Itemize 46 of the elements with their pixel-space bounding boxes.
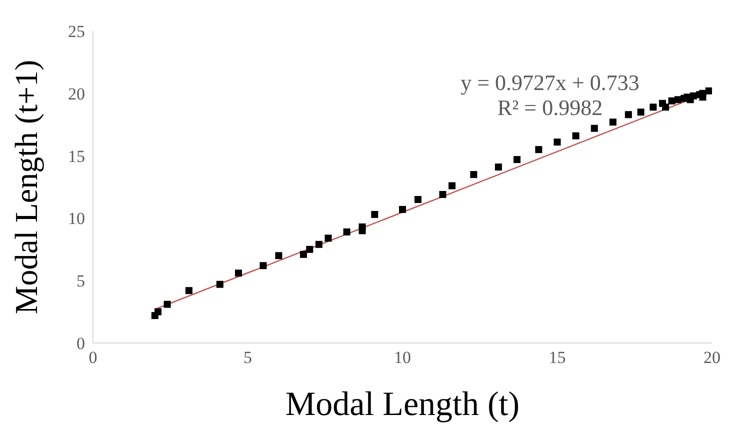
point [662, 104, 670, 111]
point [414, 196, 422, 203]
point [371, 210, 378, 218]
x-tick-label: 0 [88, 348, 98, 368]
point [154, 308, 162, 316]
point [185, 287, 192, 294]
x-tick-label: 15 [548, 348, 566, 368]
x-tick-label: 5 [244, 348, 252, 368]
point [164, 300, 171, 308]
y-axis-title: Modal Length (t+1) [8, 60, 44, 314]
point [448, 182, 456, 190]
point [306, 246, 314, 253]
annotation: R² = 0.9982 [496, 95, 604, 120]
point [554, 138, 561, 146]
x-tick-label: 20 [704, 348, 720, 368]
point [514, 156, 521, 164]
point [650, 104, 657, 111]
x-tick-label: 10 [394, 348, 411, 368]
point [535, 146, 542, 154]
annotation: y = 0.9727x + 0.733 [460, 70, 640, 95]
point [705, 87, 712, 94]
point [572, 132, 580, 140]
point [358, 223, 366, 230]
point [590, 124, 598, 132]
point [275, 252, 282, 260]
point [343, 228, 350, 236]
y-tick-label: 20 [68, 84, 85, 104]
point [216, 280, 224, 288]
point [300, 250, 307, 258]
point [609, 118, 616, 126]
point [439, 190, 446, 198]
point [324, 234, 332, 242]
y-tick-label: 15 [68, 146, 85, 166]
y-tick-label: 25 [68, 22, 85, 42]
point [234, 270, 242, 277]
x-axis-title: Modal Length (t) [285, 386, 520, 423]
y-tick-label: 5 [76, 272, 85, 291]
y-tick-label: 0 [76, 334, 85, 354]
point [315, 240, 322, 248]
point [624, 111, 632, 118]
point [399, 206, 406, 213]
point [470, 171, 478, 178]
point [637, 108, 644, 116]
point [494, 164, 502, 171]
y-tick-label: 10 [68, 209, 85, 228]
point [260, 262, 267, 270]
